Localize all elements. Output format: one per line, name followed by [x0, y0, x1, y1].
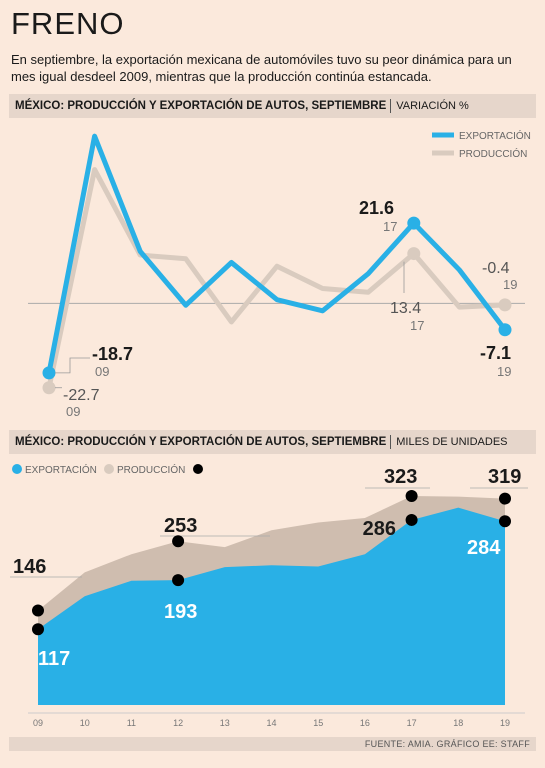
export-marker: [32, 623, 44, 636]
data-label-year: 17: [410, 318, 424, 333]
export-value-label: 193: [164, 601, 197, 623]
chart1-unit: VARIACIÓN %: [396, 100, 469, 112]
production-point: [498, 298, 512, 312]
legend-export-label: EXPORTACIÓN: [25, 463, 97, 476]
data-label-year: 09: [95, 364, 109, 379]
export-value-label: 286: [363, 518, 396, 540]
x-tick-label: 12: [173, 718, 183, 728]
data-label-year: 17: [383, 219, 397, 234]
x-tick-label: 16: [360, 718, 370, 728]
x-tick-label: 18: [453, 718, 463, 728]
x-tick-label: 19: [500, 718, 510, 728]
legend-marker-dot: [193, 464, 203, 474]
source-footer: FUENTE: AMIA. GRÁFICO EE: STAFF: [9, 737, 536, 751]
x-tick-label: 15: [313, 718, 323, 728]
legend-production-label: PRODUCCIÓN: [117, 463, 185, 476]
production-value-label: 319: [488, 466, 521, 488]
chart2-title-divider: [390, 434, 392, 449]
chart2-unit: MILES DE UNIDADES: [396, 436, 508, 448]
annotation-leader: [55, 357, 90, 374]
page-subtitle: En septiembre, la exportación mexicana d…: [11, 52, 512, 84]
production-marker: [32, 604, 44, 617]
export-area: [38, 507, 505, 705]
chart2-title-bar: MÉXICO: PRODUCCIÓN Y EXPORTACIÓN DE AUTO…: [9, 430, 536, 454]
production-value-label: 323: [384, 466, 417, 488]
production-value-label: 146: [13, 556, 46, 578]
export-value-label: 117: [38, 648, 70, 670]
production-marker: [405, 490, 418, 502]
x-tick-label: 14: [266, 718, 276, 728]
production-line: [46, 167, 506, 389]
source-text: FUENTE: AMIA. GRÁFICO EE: STAFF: [364, 739, 530, 749]
line-chart: EXPORTACIÓNPRODUCCIÓN-18.709-22.70921.61…: [28, 129, 531, 419]
data-label-value: -22.7: [63, 387, 100, 404]
x-tick-label: 10: [80, 718, 90, 728]
export-point: [407, 216, 421, 230]
page-title: FRENO: [11, 6, 125, 41]
production-value-label: 253: [164, 515, 197, 537]
export-point: [498, 323, 512, 337]
data-label-year: 19: [497, 364, 511, 379]
production-point: [407, 247, 421, 261]
export-line: [46, 133, 507, 374]
production-point: [42, 381, 56, 395]
x-tick-label: 11: [127, 718, 136, 728]
data-label-year: 09: [66, 404, 80, 419]
data-label-year: 19: [503, 277, 517, 292]
legend-export-label: EXPORTACIÓN: [459, 129, 531, 142]
x-tick-label: 17: [407, 718, 417, 728]
export-marker: [405, 513, 418, 526]
production-marker: [499, 492, 511, 505]
x-tick-label: 13: [220, 718, 230, 728]
chart1-title-bar: MÉXICO: PRODUCCIÓN Y EXPORTACIÓN DE AUTO…: [9, 94, 536, 118]
data-label-value: -18.7: [92, 344, 133, 364]
data-label-value: 21.6: [359, 198, 394, 218]
area-chart: 09 10 11 12 13 14 15 16 17 18 19 EXPORTACIÓN PRODUCC…: [10, 463, 528, 728]
export-marker: [499, 515, 511, 528]
data-label-value: 13.4: [390, 300, 421, 317]
legend-production-label: PRODUCCIÓN: [459, 147, 527, 160]
data-label-value: -7.1: [480, 343, 511, 363]
chart1-title: MÉXICO: PRODUCCIÓN Y EXPORTACIÓN DE AUTO…: [15, 100, 387, 112]
export-value-label: 284: [467, 537, 501, 559]
legend-export-dot: [12, 464, 22, 474]
export-point: [42, 366, 56, 380]
production-marker: [172, 535, 185, 548]
x-tick-label: 09: [33, 718, 43, 728]
data-label-value: -0.4: [482, 260, 510, 277]
chart1-title-divider: [390, 98, 392, 113]
legend-production-dot: [104, 464, 114, 474]
chart2-title: MÉXICO: PRODUCCIÓN Y EXPORTACIÓN DE AUTO…: [15, 436, 387, 448]
export-marker: [172, 574, 185, 587]
